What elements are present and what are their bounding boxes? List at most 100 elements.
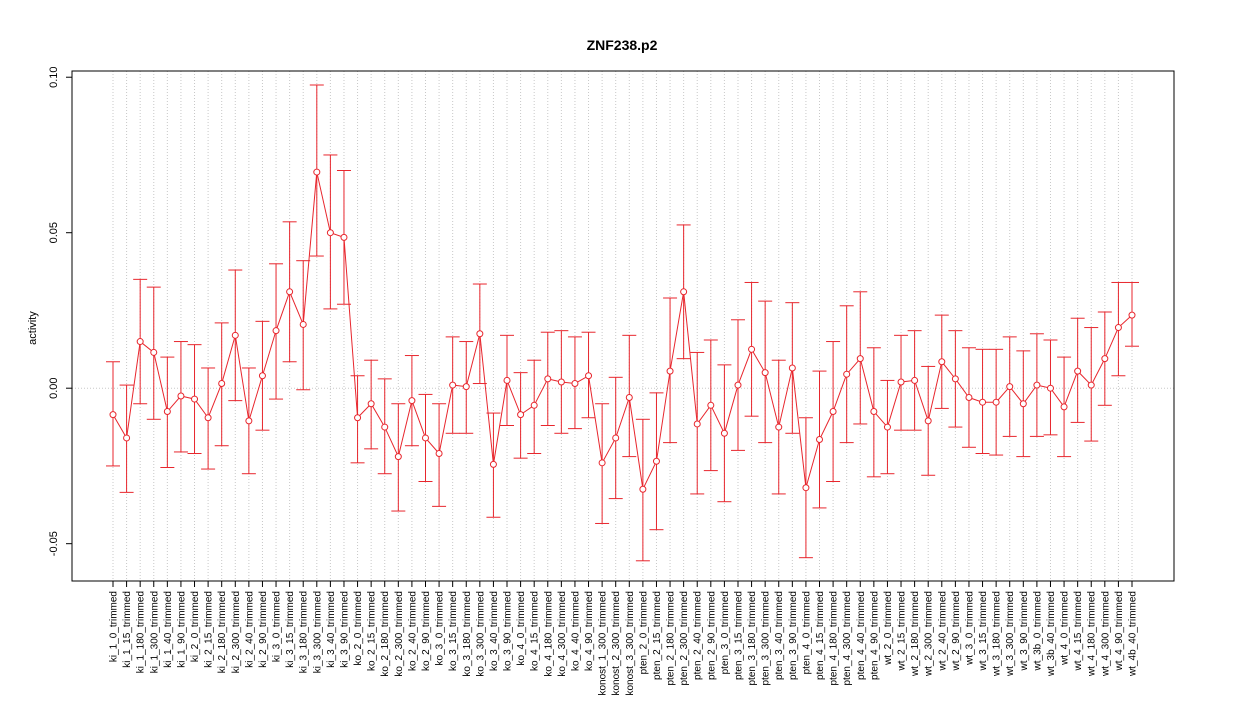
y-tick-label: 0.00 xyxy=(48,377,60,398)
data-point xyxy=(1128,311,1136,319)
y-tick-label: 0.10 xyxy=(48,67,60,88)
x-tick-label: wt_2_40_trimmed xyxy=(937,591,948,671)
data-point xyxy=(924,417,932,425)
data-point xyxy=(1046,384,1054,392)
x-tick-label: ki_3_90_trimmed xyxy=(339,591,350,668)
x-tick-label: ki_2_0_trimmed xyxy=(190,591,201,662)
y-axis: -0.05 0.00 0.05 0.10 xyxy=(48,67,73,556)
data-point xyxy=(109,411,117,419)
data-points xyxy=(109,168,1136,493)
x-tick-label: ko_2_0_trimmed xyxy=(353,591,364,665)
x-tick-label: pten_3_180_trimmed xyxy=(747,591,758,686)
data-point xyxy=(245,417,253,425)
data-point xyxy=(979,398,987,406)
data-point xyxy=(530,401,538,409)
x-tick-label: ko_4_180_trimmed xyxy=(543,591,554,677)
x-tick-label: ko_2_90_trimmed xyxy=(421,591,432,671)
x-tick-label: konost_3_300_trimmed xyxy=(625,591,636,696)
x-tick-label: pten_4_300_trimmed xyxy=(842,591,853,686)
data-point xyxy=(231,331,239,339)
chart-title: ZNF238.p2 xyxy=(587,37,658,53)
series-line xyxy=(112,171,1133,491)
x-tick-label: pten_2_15_trimmed xyxy=(652,591,663,680)
x-tick-label: pten_2_180_trimmed xyxy=(666,591,677,686)
x-tick-label: wt_3_15_trimmed xyxy=(978,591,989,671)
data-point xyxy=(802,484,810,492)
data-point xyxy=(1019,400,1027,408)
x-tick-label: ki_3_15_trimmed xyxy=(285,591,296,668)
x-tick-label: ki_3_40_trimmed xyxy=(326,591,337,668)
x-tick-label: ki_2_300_trimmed xyxy=(231,591,242,673)
data-point xyxy=(204,414,212,422)
x-tick-label: wt_2_90_trimmed xyxy=(951,591,962,671)
x-tick-label: konost_2_300_trimmed xyxy=(611,591,622,696)
data-point xyxy=(992,398,1000,406)
x-tick-label: wt_4_15_trimmed xyxy=(1073,591,1084,671)
x-tick-label: wt_2_300_trimmed xyxy=(924,591,935,677)
x-tick-label: ko_2_180_trimmed xyxy=(380,591,391,677)
data-point xyxy=(652,457,660,465)
x-tick-label: ki_1_90_trimmed xyxy=(176,591,187,668)
data-point xyxy=(1114,324,1122,332)
x-tick-label: wt_2_0_trimmed xyxy=(883,591,894,666)
data-point xyxy=(720,429,728,437)
data-point xyxy=(489,460,497,468)
data-point xyxy=(612,434,620,442)
x-tick-label: pten_2_0_trimmed xyxy=(638,591,649,674)
data-point xyxy=(123,434,131,442)
data-point xyxy=(639,485,647,493)
data-point xyxy=(1074,367,1082,375)
x-tick-label: ki_1_180_trimmed xyxy=(136,591,147,673)
data-point xyxy=(585,372,593,380)
data-point xyxy=(218,380,226,388)
x-tick-label: ko_4_40_trimmed xyxy=(570,591,581,671)
x-tick-label: wt_3_180_trimmed xyxy=(992,591,1003,677)
x-tick-label: ko_3_15_trimmed xyxy=(448,591,459,671)
data-point xyxy=(299,320,307,328)
data-point xyxy=(449,381,457,389)
data-point xyxy=(503,376,511,384)
plot-frame xyxy=(71,70,1175,582)
data-point xyxy=(788,364,796,372)
x-tick-label: pten_4_90_trimmed xyxy=(869,591,880,680)
data-point xyxy=(150,348,158,356)
data-point xyxy=(1006,383,1014,391)
grid-lines xyxy=(72,71,1174,581)
x-tick-label: wt_3_300_trimmed xyxy=(1005,591,1016,677)
data-point xyxy=(1033,381,1041,389)
data-point xyxy=(340,233,348,241)
x-tick-label: wt_3b_40_trimmed xyxy=(1046,591,1057,677)
x-tick-label: pten_3_90_trimmed xyxy=(788,591,799,680)
data-point xyxy=(163,408,171,416)
data-point xyxy=(557,378,565,386)
data-point xyxy=(286,288,294,296)
x-tick-label: wt_2_15_trimmed xyxy=(897,591,908,671)
data-point xyxy=(136,338,144,346)
x-tick-label: ki_2_180_trimmed xyxy=(217,591,228,673)
data-point xyxy=(693,420,701,428)
x-tick-label: wt_4_180_trimmed xyxy=(1087,591,1098,677)
data-point xyxy=(462,383,470,391)
x-tick-label: ki_1_300_trimmed xyxy=(149,591,160,673)
y-tick-label: 0.05 xyxy=(48,222,60,243)
data-point xyxy=(421,434,429,442)
x-tick-label: ki_1_40_trimmed xyxy=(163,591,174,668)
x-tick-label: ki_2_40_trimmed xyxy=(244,591,255,668)
data-point xyxy=(476,330,484,338)
x-tick-label: ko_2_15_trimmed xyxy=(367,591,378,671)
data-point xyxy=(1087,381,1095,389)
data-point xyxy=(326,229,334,237)
x-tick-label: ko_3_180_trimmed xyxy=(462,591,473,677)
data-point xyxy=(435,450,443,457)
x-tick-label: wt_4b_40_trimmed xyxy=(1128,591,1139,677)
x-tick-label: ko_3_90_trimmed xyxy=(503,591,514,671)
data-point xyxy=(883,423,891,431)
series-polyline xyxy=(112,171,1133,491)
data-point xyxy=(870,408,878,416)
data-point xyxy=(177,392,185,400)
data-point xyxy=(680,288,688,296)
data-point xyxy=(517,411,525,419)
data-point xyxy=(408,397,416,405)
data-point xyxy=(354,414,362,422)
y-axis-label: activity xyxy=(27,311,39,345)
